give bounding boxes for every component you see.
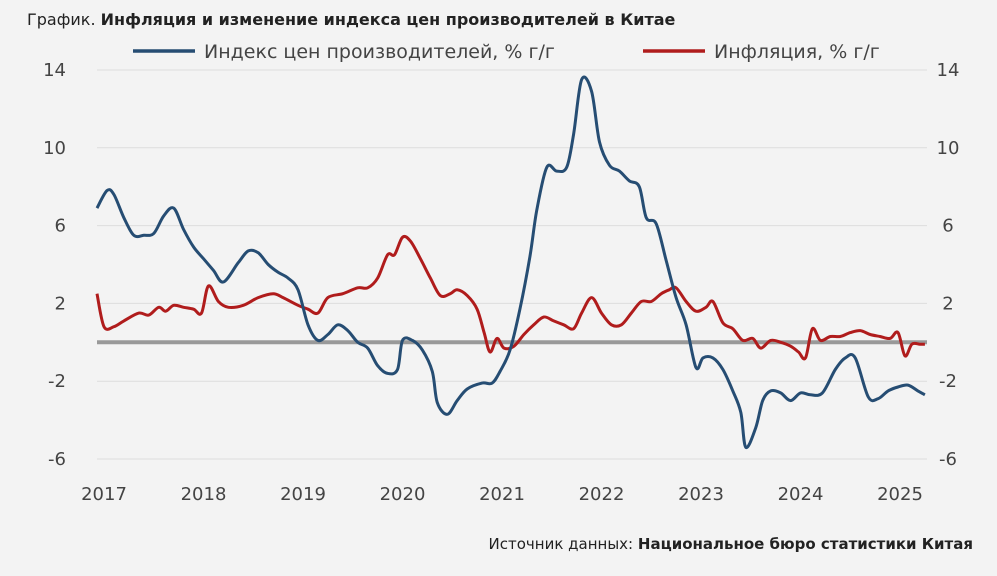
chart-title: График. Инфляция и изменение индекса цен… [27,10,675,29]
title-prefix: График. [27,10,96,29]
legend-label-cpi: Инфляция, % г/г [714,41,880,63]
x-tick: 2024 [778,484,824,505]
x-tick: 2020 [380,484,426,505]
y-axis-right: 14 10 6 2 -2 -6 [937,60,960,470]
source-text: Национальное бюро статистики Китая [637,535,973,553]
series-lines [95,75,926,450]
series-line-ppi [95,75,926,450]
series-line-cpi [95,234,925,361]
gridlines [97,69,927,460]
y-axis-left: 14 10 6 2 -2 -6 [43,60,66,470]
x-tick: 2018 [181,484,227,505]
y-tick-right: 10 [937,138,960,159]
y-tick-left: 14 [43,60,66,81]
y-tick-right: -2 [939,371,957,392]
x-tick: 2025 [877,484,923,505]
y-tick-right: 6 [942,216,953,237]
y-tick-left: -2 [48,371,66,392]
y-tick-right: -6 [939,449,957,470]
y-tick-right: 2 [942,293,953,314]
y-tick-left: -6 [48,449,66,470]
y-tick-left: 2 [55,293,66,314]
x-tick: 2021 [479,484,525,505]
x-tick: 2017 [81,484,127,505]
y-tick-right: 14 [937,60,960,81]
legend-label-ppi: Индекс цен производителей, % г/г [204,41,555,63]
legend: Индекс цен производителей, % г/г Инфляци… [133,41,880,63]
title-text: Инфляция и изменение индекса цен произво… [100,10,676,29]
x-tick: 2022 [579,484,625,505]
y-tick-left: 6 [55,216,66,237]
source-note: Источник данных: Национальное бюро стати… [489,535,973,553]
y-tick-left: 10 [43,138,66,159]
x-tick: 2023 [678,484,724,505]
source-prefix: Источник данных: [488,535,634,553]
x-axis: 2017 2018 2019 2020 2021 2022 2023 2024 2025 [81,484,923,505]
x-tick: 2019 [280,484,326,505]
